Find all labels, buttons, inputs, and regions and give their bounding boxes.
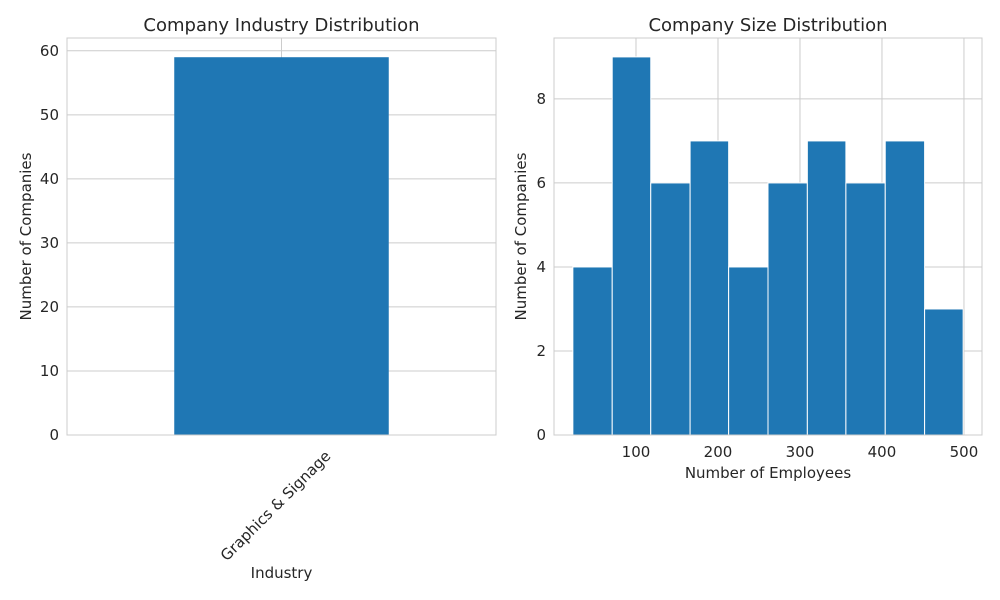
- size-y-tick-label: 2: [536, 342, 546, 360]
- size-histogram-bar: [650, 182, 691, 436]
- size-histogram-bar: [884, 140, 926, 436]
- size-y-tick-label: 6: [536, 174, 546, 192]
- industry-y-tick-label: 0: [49, 426, 59, 444]
- industry-y-tick-label: 20: [40, 298, 59, 316]
- industry-y-tick-label: 10: [40, 362, 59, 380]
- industry-plot-frame: [66, 37, 497, 436]
- industry-x-ticks: Graphics & Signage: [217, 447, 334, 564]
- size-histogram-bar: [845, 182, 886, 436]
- size-histogram-bar: [572, 266, 613, 436]
- size-histogram-bar: [806, 140, 847, 436]
- size-histogram-bar: [924, 308, 964, 436]
- size-histogram-bar: [767, 182, 808, 436]
- industry-y-tick-label: 50: [40, 106, 59, 124]
- size-histogram-bar: [728, 266, 769, 436]
- industry-y-axis-label: Number of Companies: [17, 152, 35, 320]
- size-y-tick-label: 4: [536, 258, 546, 276]
- size-chart: 0 2 4 6 8 100 200 300 400 500 Company Size Distr…: [512, 15, 983, 482]
- size-x-ticks: 100 200 300 400 500: [622, 443, 979, 461]
- size-x-tick-label: 100: [622, 443, 651, 461]
- industry-bar: [174, 57, 389, 435]
- size-x-tick-label: 300: [786, 443, 815, 461]
- size-y-axis-label: Number of Companies: [512, 152, 530, 320]
- size-x-axis-label: Number of Employees: [685, 464, 852, 482]
- size-chart-title: Company Size Distribution: [648, 15, 887, 36]
- size-x-tick-label: 200: [704, 443, 733, 461]
- industry-y-tick-label: 40: [40, 170, 59, 188]
- size-histogram-bar: [689, 140, 730, 436]
- industry-x-tick-label: Graphics & Signage: [217, 447, 334, 564]
- size-histogram-bars: [572, 56, 964, 436]
- industry-chart-title: Company Industry Distribution: [143, 15, 419, 36]
- size-y-tick-label: 8: [536, 90, 546, 108]
- size-y-tick-label: 0: [536, 426, 546, 444]
- industry-chart: 0 10 20 30 40 50 60 Graphics & Signage Company…: [17, 15, 497, 582]
- industry-y-tick-label: 60: [40, 42, 59, 60]
- size-x-tick-label: 500: [950, 443, 979, 461]
- industry-x-axis-label: Industry: [251, 564, 313, 582]
- industry-y-tick-label: 30: [40, 234, 59, 252]
- industry-y-ticks: 0 10 20 30 40 50 60: [40, 42, 59, 444]
- industry-bars: [174, 57, 389, 435]
- size-y-ticks: 0 2 4 6 8: [536, 90, 546, 444]
- size-plot-frame: [553, 37, 983, 436]
- size-x-tick-label: 400: [868, 443, 897, 461]
- size-histogram-bar: [611, 56, 652, 436]
